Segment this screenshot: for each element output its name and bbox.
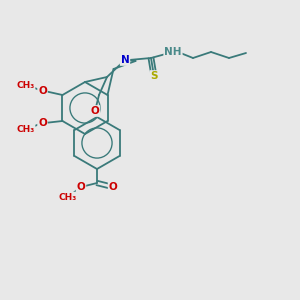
Text: CH₃: CH₃ (16, 124, 34, 134)
Text: S: S (150, 71, 158, 81)
Text: O: O (38, 118, 47, 128)
Text: O: O (38, 86, 47, 96)
Text: CH₃: CH₃ (59, 193, 77, 202)
Text: N: N (121, 55, 129, 65)
Text: O: O (76, 182, 85, 192)
Text: O: O (109, 182, 117, 192)
Text: NH: NH (164, 47, 182, 57)
Text: CH₃: CH₃ (16, 80, 34, 89)
Text: O: O (91, 106, 99, 116)
